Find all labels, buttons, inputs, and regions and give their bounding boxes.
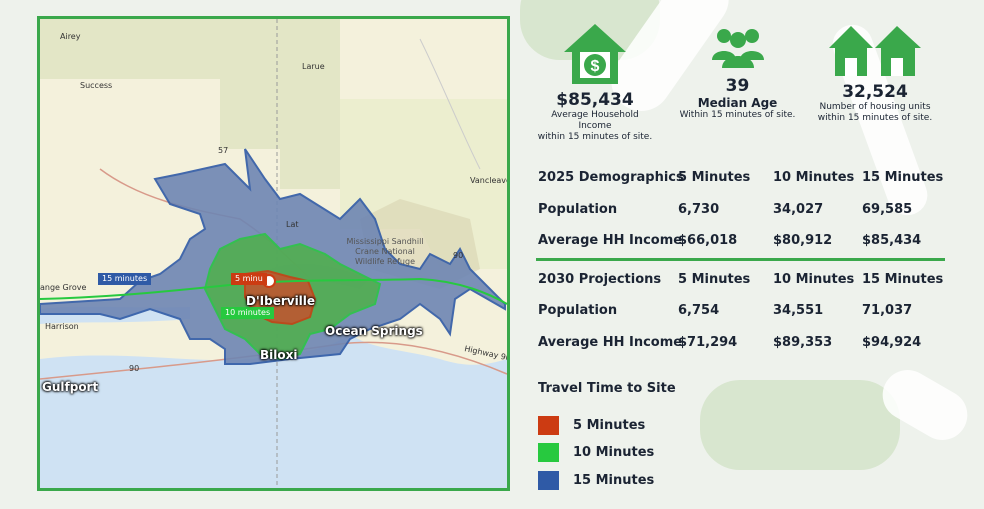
fifteen-minute-tag: 15 minutes [98, 273, 152, 285]
cell-value: $94,924 [862, 335, 922, 350]
place-label: Lat [286, 220, 299, 229]
place-label: Harrison [45, 322, 79, 331]
highway-label: 90 [453, 251, 464, 260]
legend-title: Travel Time to Site [538, 381, 676, 396]
cell-value: 34,027 [773, 202, 824, 217]
place-label: Success [80, 81, 113, 90]
column-header: 15 Minutes [862, 272, 944, 287]
column-header: 15 Minutes [862, 170, 944, 185]
column-header: 5 Minutes [678, 170, 751, 185]
cell-value: 69,585 [862, 202, 913, 217]
city-label: Ocean Springs [325, 324, 423, 338]
column-header: 10 Minutes [773, 272, 855, 287]
legend-swatch [538, 471, 559, 490]
highway-label: 90 [129, 364, 140, 373]
table-title: 2030 Projections [538, 272, 662, 287]
income-desc: Average Household Income [551, 110, 639, 131]
city-label: Biloxi [260, 348, 298, 362]
cell-value: $66,018 [678, 233, 738, 248]
highway-label: 57 [218, 146, 229, 155]
income-value: $85,434 [556, 90, 634, 110]
cell-value: $85,434 [862, 233, 922, 248]
place-label: Airey [60, 32, 81, 41]
stat-income: $ $85,434 Average Household Income withi… [535, 22, 655, 143]
income-desc: within 15 minutes of site. [537, 132, 653, 142]
legend-label: 10 Minutes [573, 445, 655, 460]
age-value: 39 [725, 76, 750, 96]
row-label: Population [538, 202, 618, 217]
svg-text:$: $ [591, 58, 600, 75]
legend-swatch [538, 443, 559, 462]
house-dollar-icon: $ [564, 24, 626, 84]
housing-desc: within 15 minutes of site. [817, 113, 933, 123]
bg-decor [700, 380, 900, 470]
cell-value: $71,294 [678, 335, 738, 350]
stat-housing: 32,524 Number of housing units within 15… [810, 22, 940, 124]
legend-label: 5 Minutes [573, 418, 646, 433]
row-label: Population [538, 303, 618, 318]
age-label: Median Age [697, 96, 778, 110]
legend-label: 15 Minutes [573, 473, 655, 488]
cell-value: 71,037 [862, 303, 913, 318]
houses-icon [829, 26, 921, 76]
column-header: 10 Minutes [773, 170, 855, 185]
cell-value: 6,730 [678, 202, 720, 217]
city-label: Gulfport [42, 380, 99, 394]
table-divider [536, 258, 945, 261]
stat-age: 39 Median Age Within 15 minutes of site. [675, 22, 800, 121]
place-label: ange Grove [40, 283, 87, 292]
age-desc: Within 15 minutes of site. [679, 110, 796, 120]
housing-desc: Number of housing units [819, 102, 931, 112]
cell-value: 6,754 [678, 303, 720, 318]
refuge-label: Mississippi Sandhill Crane National Wild… [346, 237, 424, 266]
city-label: D'Iberville [246, 294, 316, 308]
cell-value: $89,353 [773, 335, 833, 350]
legend-swatch [538, 416, 559, 435]
place-label: Larue [302, 62, 325, 71]
five-minute-tag: 5 minu [231, 273, 267, 285]
row-label: Average HH Income [538, 233, 683, 248]
map-canvas[interactable] [40, 19, 507, 488]
ten-minute-tag: 10 minutes [221, 307, 275, 319]
housing-value: 32,524 [842, 82, 908, 102]
cell-value: $80,912 [773, 233, 833, 248]
row-label: Average HH Income [538, 335, 683, 350]
cell-value: 34,551 [773, 303, 824, 318]
people-icon [711, 29, 764, 68]
map-panel[interactable]: Airey Success Larue Vancleave Harrison a… [37, 16, 510, 491]
column-header: 5 Minutes [678, 272, 751, 287]
place-label: Vancleave [470, 176, 510, 185]
table-title: 2025 Demographics [538, 170, 684, 185]
